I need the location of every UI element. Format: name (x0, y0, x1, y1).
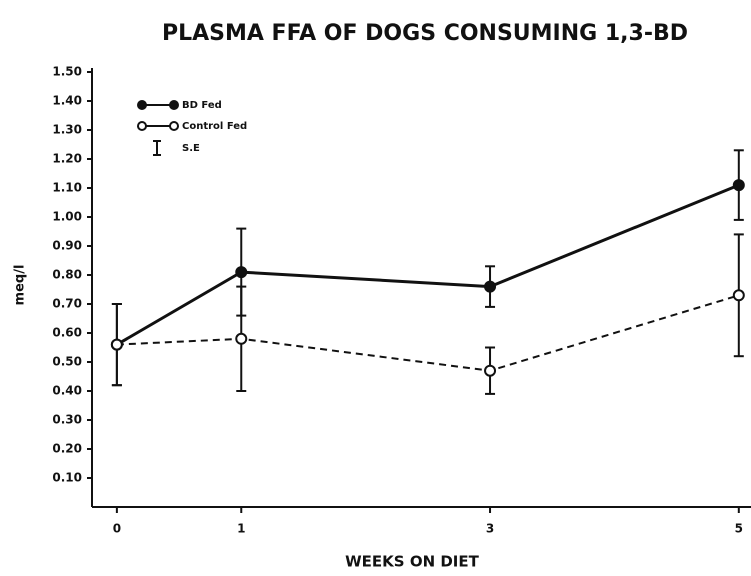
y-tick-label: 1.20 (52, 152, 82, 166)
legend-marker (169, 121, 179, 131)
x-tick-label: 5 (735, 522, 743, 536)
y-tick-label: 0.60 (52, 326, 82, 340)
series-line (116, 294, 740, 372)
marker (484, 364, 497, 377)
legend-label: BD Fed (182, 100, 222, 111)
marker (484, 280, 497, 293)
y-tick-label: 1.00 (52, 210, 82, 224)
y-tick-label: 0.90 (52, 239, 82, 253)
y-tick-label: 0.30 (52, 413, 82, 427)
series-line (116, 183, 740, 346)
y-tick-label: 1.30 (52, 123, 82, 137)
y-tick-label: 0.10 (52, 471, 82, 485)
x-axis-label: WEEKS ON DIET (345, 553, 479, 571)
y-axis-label: meq/l (13, 265, 28, 306)
y-tick-label: 1.40 (52, 94, 82, 108)
legend-marker (137, 100, 147, 110)
legend-label: S.E (182, 143, 200, 154)
y-tick-label: 0.70 (52, 297, 82, 311)
x-tick-label: 1 (237, 522, 245, 536)
marker (110, 338, 123, 351)
y-tick-label: 1.50 (52, 65, 82, 79)
marker (732, 289, 745, 302)
x-tick-label: 0 (113, 522, 121, 536)
legend-marker (137, 121, 147, 131)
y-tick-label: 0.80 (52, 268, 82, 282)
marker (732, 179, 745, 192)
se-legend-icon (153, 140, 161, 156)
chart-title: PLASMA FFA OF DOGS CONSUMING 1,3-BD (162, 21, 688, 46)
legend-marker (169, 100, 179, 110)
legend-label: Control Fed (182, 121, 247, 132)
y-tick-label: 0.20 (52, 442, 82, 456)
marker (235, 332, 248, 345)
marker (235, 266, 248, 279)
x-tick-label: 3 (486, 522, 494, 536)
y-tick-label: 0.50 (52, 355, 82, 369)
y-tick-label: 0.40 (52, 384, 82, 398)
y-tick-label: 1.10 (52, 181, 82, 195)
